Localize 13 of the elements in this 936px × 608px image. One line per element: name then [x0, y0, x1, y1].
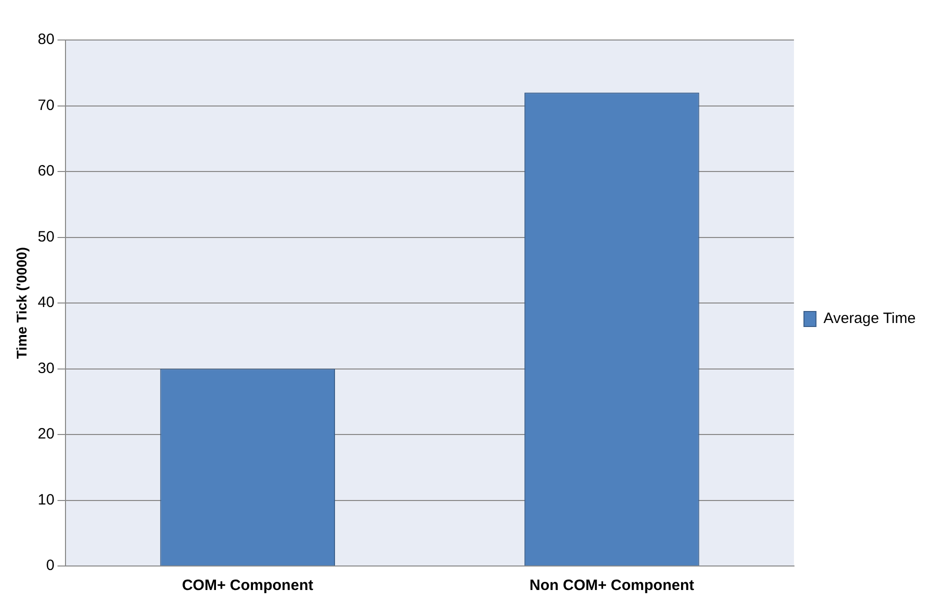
x-tick-label: Non COM+ Component — [530, 577, 694, 594]
y-tick-label: 30 — [38, 360, 54, 377]
x-tick-label: COM+ Component — [182, 577, 314, 594]
y-tick-label: 60 — [38, 162, 54, 180]
y-tick-label: 50 — [38, 228, 54, 246]
y-tick-label: 10 — [38, 491, 54, 508]
y-tick-label: 80 — [38, 31, 54, 48]
y-tick-label: 20 — [38, 426, 54, 443]
y-tick-label: 40 — [38, 294, 54, 312]
legend-label: Average Time — [823, 310, 916, 328]
y-tick-label: 70 — [38, 96, 54, 114]
y-axis-title: Time Tick ('0000) — [13, 247, 30, 359]
y-tick-label: 0 — [46, 557, 54, 574]
